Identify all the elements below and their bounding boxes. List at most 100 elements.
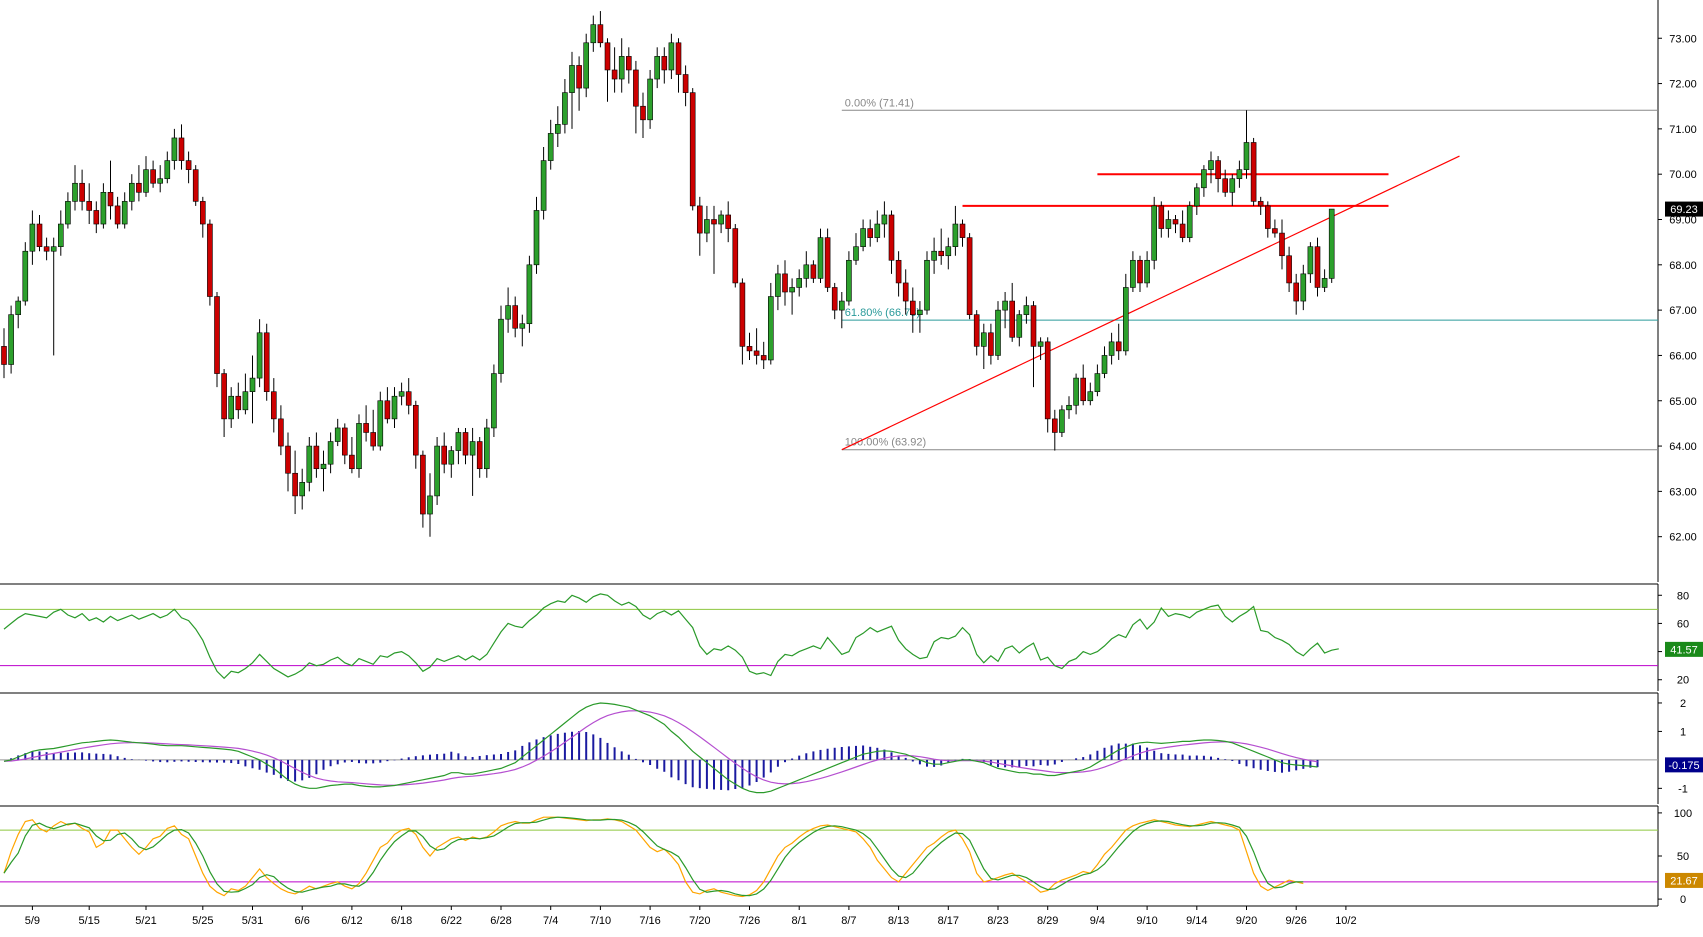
candle-body <box>363 423 369 433</box>
candle-body <box>405 391 412 406</box>
fib-level-label: 100.00% (63.92) <box>845 437 926 449</box>
candle-body <box>625 56 632 71</box>
macd-panel: -1 1 2 -0.175 <box>0 692 1703 804</box>
candle-body <box>760 355 767 361</box>
candle-body <box>895 259 902 284</box>
candle-body <box>1222 178 1228 193</box>
stochastic-axis-tick-label: 100 <box>1674 808 1692 820</box>
candle-body <box>533 210 540 266</box>
macd-axis-tick-label: 2 <box>1680 698 1686 710</box>
candle-body <box>753 350 760 356</box>
candle-body <box>576 65 582 89</box>
candle-body <box>50 246 57 252</box>
price-axis-tick-label: 65.00 <box>1669 396 1697 408</box>
candle-body <box>36 223 43 247</box>
candle-body <box>72 182 78 202</box>
candle-body <box>285 445 291 474</box>
candle-body <box>1250 142 1257 202</box>
candle-body <box>1158 205 1165 229</box>
candle-body <box>221 373 227 420</box>
candle-body <box>1236 169 1243 180</box>
x-tick-label: 7/20 <box>689 915 710 927</box>
candle-body <box>235 395 242 411</box>
candle-body <box>1321 278 1328 288</box>
candle-body <box>1 346 7 365</box>
candle-body <box>611 69 618 80</box>
price-axis-tick-label: 69.00 <box>1669 215 1697 227</box>
x-tick-label: 8/23 <box>987 915 1008 927</box>
candle-body <box>57 223 64 247</box>
candle-body <box>689 92 696 207</box>
x-tick-label: 6/18 <box>391 915 412 927</box>
candle-body <box>178 137 185 161</box>
candle-body <box>100 192 107 225</box>
candle-body <box>292 472 298 497</box>
candle-body <box>384 400 391 420</box>
candle-body <box>831 287 838 311</box>
candle-body <box>242 391 249 411</box>
candle-body <box>867 228 874 238</box>
candle-body <box>93 210 100 225</box>
candle-body <box>909 300 916 315</box>
candle-body <box>207 223 213 297</box>
fib-level-label: 61.80% (66.78) <box>845 307 920 319</box>
price-axis-tick-label: 67.00 <box>1669 305 1697 317</box>
candle-body <box>966 237 973 315</box>
candle-body <box>562 92 568 125</box>
candle-body <box>1179 223 1186 238</box>
price-axis-tick-label: 66.00 <box>1669 350 1697 362</box>
candle-body <box>306 445 313 483</box>
candle-body <box>1165 219 1172 229</box>
candle-body <box>704 219 710 234</box>
candle-body <box>633 69 639 107</box>
price-axis-tick-label: 62.00 <box>1669 532 1697 544</box>
candle-body <box>597 24 604 44</box>
candle-body <box>121 201 128 225</box>
x-tick-label: 10/2 <box>1335 915 1356 927</box>
rsi-panel: 2040608041.57 <box>0 583 1703 691</box>
candle-body <box>1172 219 1179 225</box>
candle-body <box>1009 300 1016 338</box>
price-panel: 62.00 63.00 64.00 65.00 66.00 67.00 68.00 69.00… <box>1 0 1703 582</box>
price-axis-tick-label: 71.00 <box>1669 124 1697 136</box>
candle-body <box>995 309 1001 356</box>
candle-body <box>817 237 824 279</box>
candle-body <box>1300 273 1307 302</box>
candle-body <box>888 214 895 261</box>
candle-body <box>370 432 377 447</box>
candle-body <box>469 441 476 456</box>
candle-body <box>661 56 668 71</box>
candle-body <box>767 296 774 361</box>
x-tick-label: 8/29 <box>1037 915 1058 927</box>
candle-body <box>505 305 511 320</box>
macd-signal-line <box>3 710 1318 786</box>
candle-body <box>1314 246 1321 288</box>
candle-body <box>1115 341 1122 352</box>
candle-body <box>349 454 355 470</box>
candle-body <box>1023 305 1030 315</box>
candle-body <box>22 250 29 302</box>
stochastic-d-line <box>3 816 1304 897</box>
candle-body <box>1186 205 1193 238</box>
candle-body <box>1229 178 1236 193</box>
candle-body <box>1307 246 1314 275</box>
candle-body <box>164 160 171 180</box>
candle-body <box>668 42 675 71</box>
candle-body <box>1087 391 1094 402</box>
stochastic-value-badge-bg <box>1665 872 1703 888</box>
x-tick-label: 9/26 <box>1285 915 1306 927</box>
candle-body <box>1137 259 1143 284</box>
candle-body <box>1257 201 1264 207</box>
candle-body <box>263 332 270 392</box>
candle-body <box>200 201 206 225</box>
candle-body <box>1059 409 1065 433</box>
candle-body <box>107 192 114 207</box>
candle-body <box>1044 341 1051 420</box>
candle-body <box>782 273 788 293</box>
candle-body <box>377 400 384 447</box>
candle-body <box>420 454 426 515</box>
candle-body <box>775 273 781 297</box>
candle-body <box>1279 232 1285 257</box>
x-tick-label: 5/15 <box>78 915 99 927</box>
